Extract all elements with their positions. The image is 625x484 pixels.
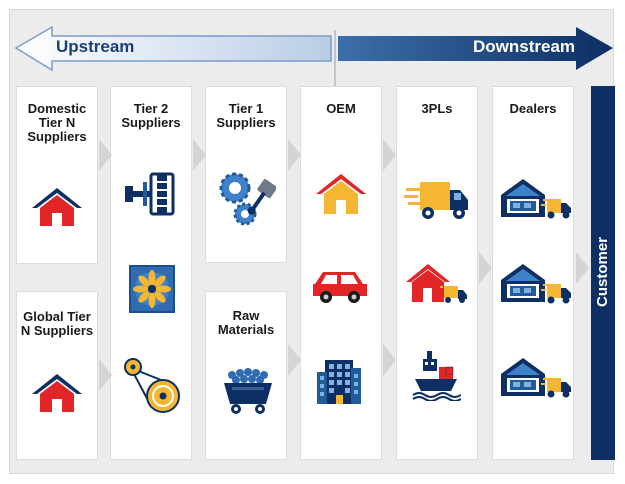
- mine-cart-icon: [224, 368, 272, 414]
- column-title: Domestic Tier N Suppliers: [27, 101, 87, 144]
- belt-pulley-icon: [124, 358, 180, 413]
- dealership-icon: [501, 179, 571, 219]
- downstream-label: Downstream: [473, 37, 576, 56]
- red-house-icon: [32, 188, 82, 226]
- cargo-ship-icon: [412, 351, 461, 401]
- red-house-icon: [32, 374, 82, 412]
- flow-chevron: [383, 344, 396, 376]
- flow-chevron: [193, 139, 206, 171]
- downstream-arrow: [338, 27, 613, 70]
- warehouse-delivery-icon: [406, 264, 467, 303]
- tier1-column: Tier 1 Suppliers: [205, 86, 287, 263]
- column-title: Raw Materials: [217, 308, 275, 337]
- column-title: Tier 1 Suppliers: [216, 101, 276, 130]
- delivery-truck-icon: [404, 182, 468, 219]
- upstream-label: Upstream: [56, 37, 135, 56]
- raw-materials-column: Raw Materials: [205, 291, 287, 460]
- cooling-fan-icon: [129, 265, 175, 313]
- shaft-bearing-icon: [125, 172, 175, 216]
- flow-chevron: [479, 252, 492, 284]
- customer-bar: [591, 86, 615, 460]
- domestic-tier-n-column: Domestic Tier N Suppliers: [16, 86, 98, 264]
- upstream-arrow: [14, 25, 332, 72]
- column-title: 3PLs: [421, 101, 453, 116]
- flow-chevron: [383, 139, 396, 171]
- column-title: Tier 2 Suppliers: [121, 101, 181, 130]
- flow-chevron: [576, 252, 589, 284]
- flow-chevron: [288, 344, 301, 376]
- office-building-icon: [317, 360, 361, 404]
- column-title: Dealers: [509, 101, 557, 116]
- gears-piston-icon: [219, 172, 276, 226]
- dealership-icon: [501, 264, 571, 304]
- flow-chevron: [99, 139, 112, 171]
- dealership-icon: [501, 358, 571, 398]
- customer-label: Customer: [594, 237, 611, 308]
- column-title: OEM: [326, 101, 356, 116]
- yellow-house-icon: [316, 174, 366, 214]
- column-title: Global Tier N Suppliers: [20, 309, 94, 338]
- flow-chevron: [99, 359, 112, 391]
- flow-chevron: [288, 139, 301, 171]
- red-car-icon: [313, 272, 367, 303]
